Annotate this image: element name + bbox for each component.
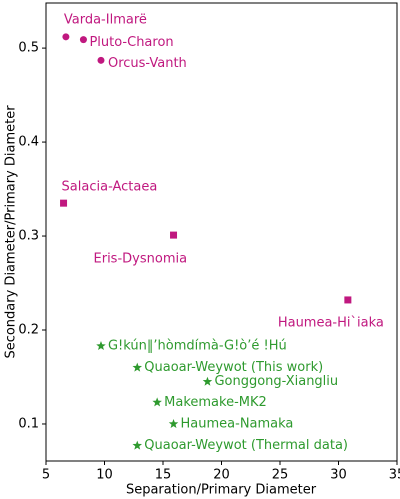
point-label: Haumea-Hi`iaka	[278, 315, 384, 330]
point-label: Pluto-Charon	[89, 35, 173, 50]
point-label: Haumea-Namaka	[181, 416, 294, 431]
plot-frame	[45, 2, 398, 462]
x-tick-label: 5	[42, 468, 50, 483]
x-tick-label: 30	[330, 468, 347, 483]
point-label: Varda-Ilmarë	[64, 12, 147, 27]
point-label: Gonggong-Xiangliu	[214, 374, 338, 389]
point	[168, 418, 179, 429]
point-label: Salacia-Actaea	[62, 180, 158, 195]
y-tick-label: 0.3	[18, 229, 39, 244]
y-tick-label: 0.4	[18, 135, 39, 150]
point	[132, 440, 143, 450]
point	[170, 231, 178, 239]
point	[202, 376, 213, 386]
x-tick-label: 15	[155, 468, 172, 483]
x-tick-label: 20	[213, 468, 230, 483]
x-tick-label: 10	[96, 468, 113, 483]
point-label: Quaoar-Weywot (Thermal data)	[144, 438, 348, 453]
y-tick-label: 0.1	[18, 416, 39, 431]
point	[62, 33, 70, 41]
x-tick-label: 25	[272, 468, 289, 483]
point	[96, 340, 106, 351]
point-label: G!kún‖’hòmdímà-G!ò’é !Hú	[108, 338, 287, 353]
x-tick-label: 35	[389, 468, 400, 483]
point-label: Quaoar-Weywot (This work)	[144, 360, 323, 375]
point	[152, 397, 162, 407]
point-label: Orcus-Vanth	[108, 56, 187, 71]
point	[60, 199, 68, 207]
point	[344, 296, 352, 304]
y-tick-label: 0.5	[18, 41, 39, 56]
y-axis-label: Secondary Diameter/Primary Diameter	[4, 105, 19, 359]
point	[79, 36, 87, 44]
point-label: Eris-Dysnomia	[94, 252, 188, 267]
y-tick-label: 0.2	[18, 323, 39, 338]
point-label: Makemake-MK2	[164, 395, 267, 410]
point	[132, 362, 143, 372]
x-axis-label: Separation/Primary Diameter	[126, 483, 317, 498]
point	[97, 56, 105, 64]
